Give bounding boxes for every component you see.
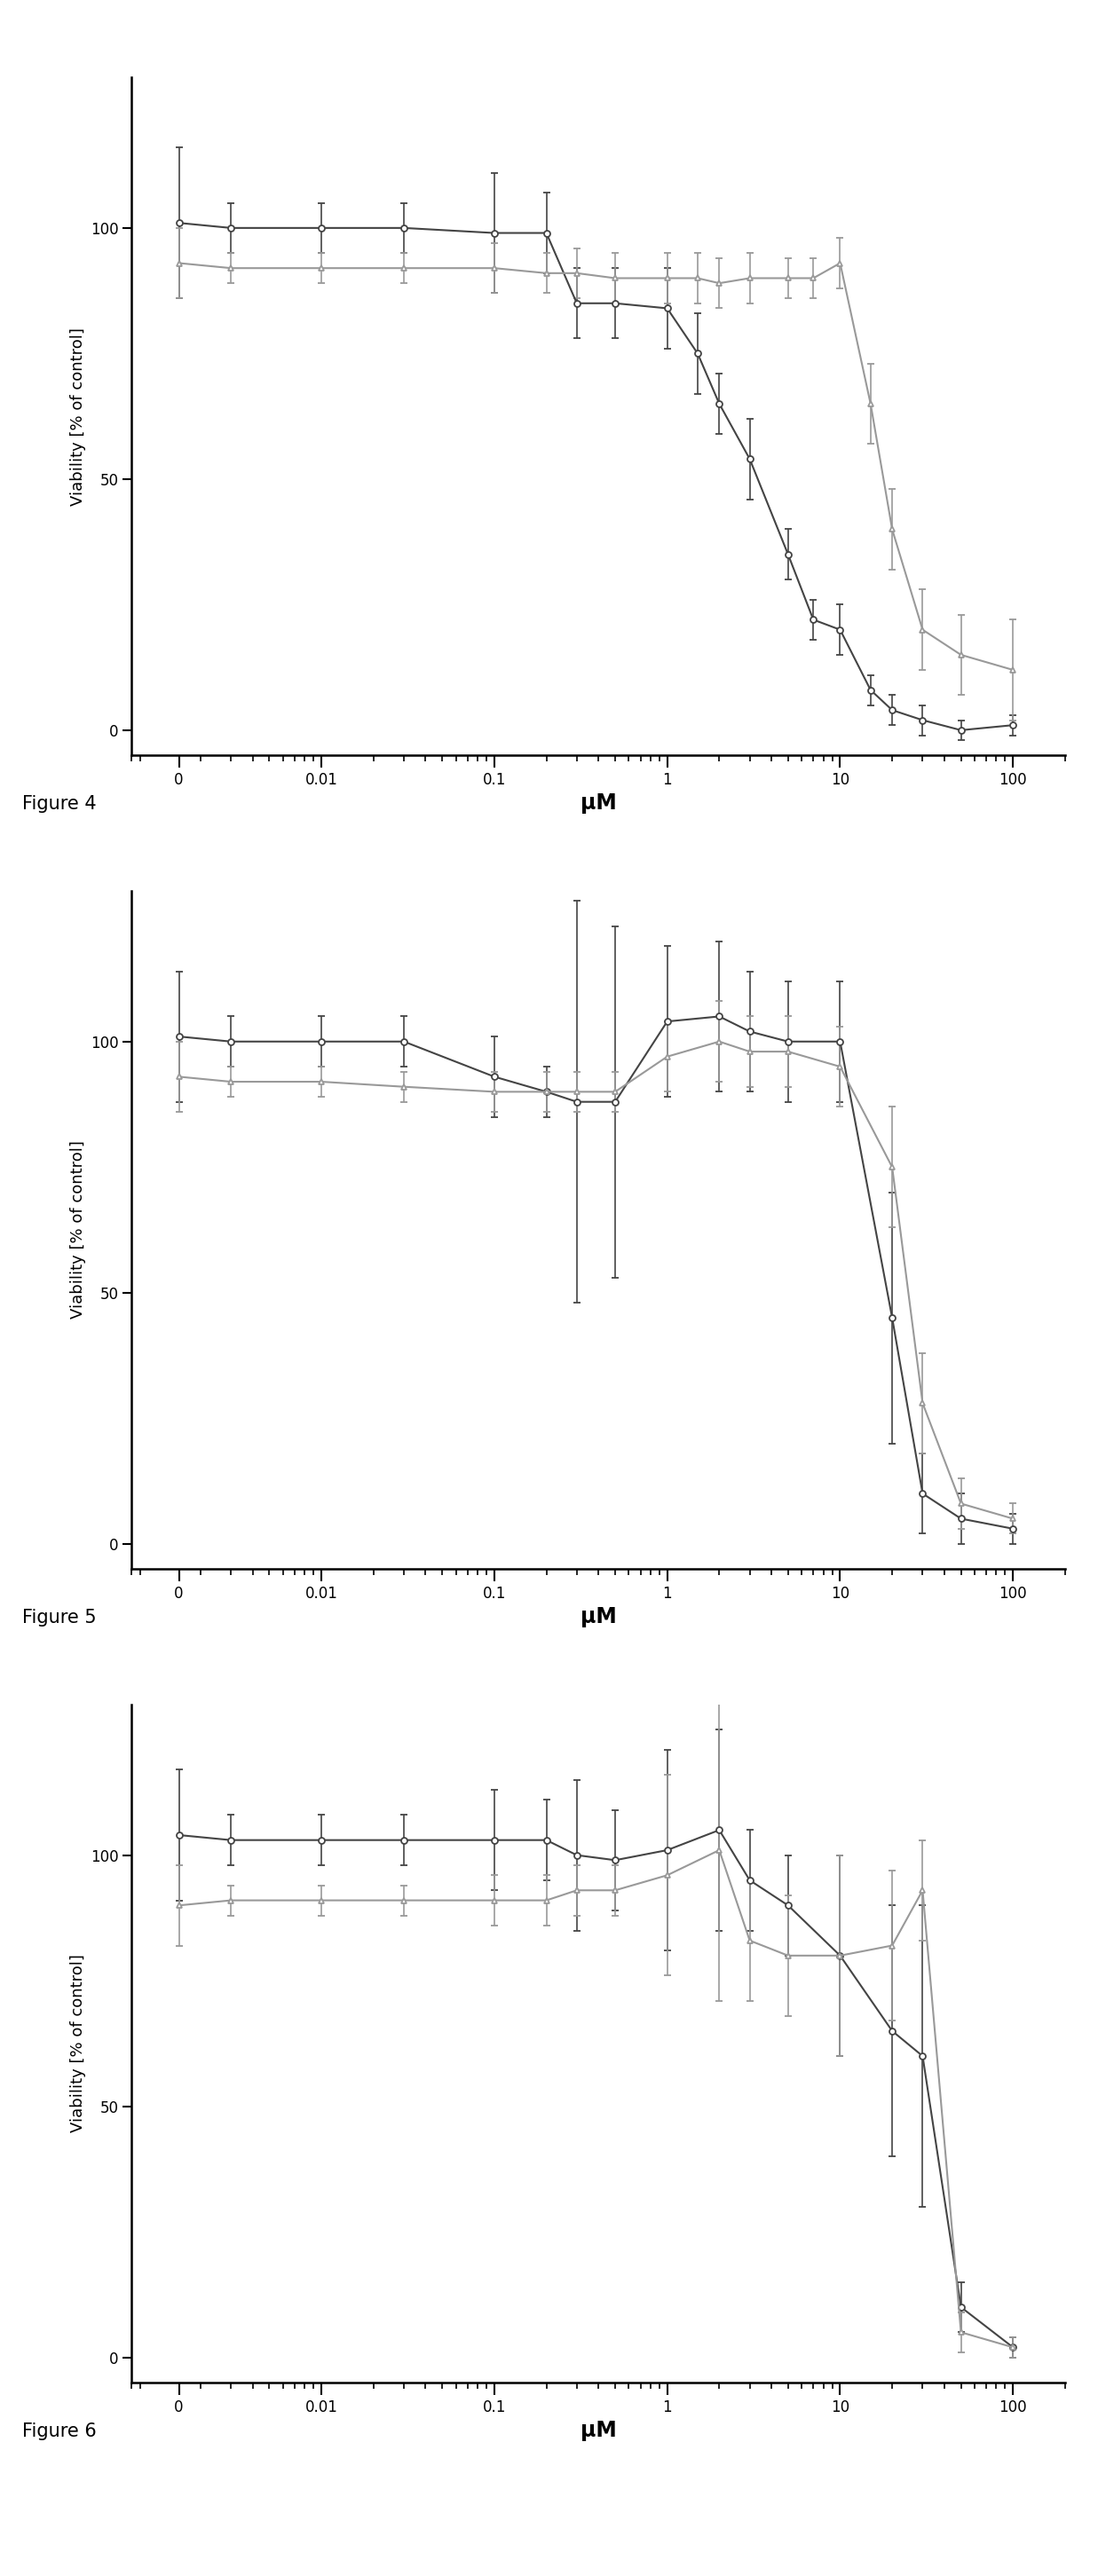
Text: Figure 5: Figure 5 xyxy=(22,1607,97,1625)
Text: Figure 4: Figure 4 xyxy=(22,796,97,811)
Text: Figure 6: Figure 6 xyxy=(22,2421,97,2439)
X-axis label: μM: μM xyxy=(581,793,616,814)
Y-axis label: Viability [% of control]: Viability [% of control] xyxy=(70,327,86,505)
Y-axis label: Viability [% of control]: Viability [% of control] xyxy=(70,1955,86,2133)
X-axis label: μM: μM xyxy=(581,2419,616,2442)
X-axis label: μM: μM xyxy=(581,1607,616,1628)
Y-axis label: Viability [% of control]: Viability [% of control] xyxy=(70,1141,86,1319)
